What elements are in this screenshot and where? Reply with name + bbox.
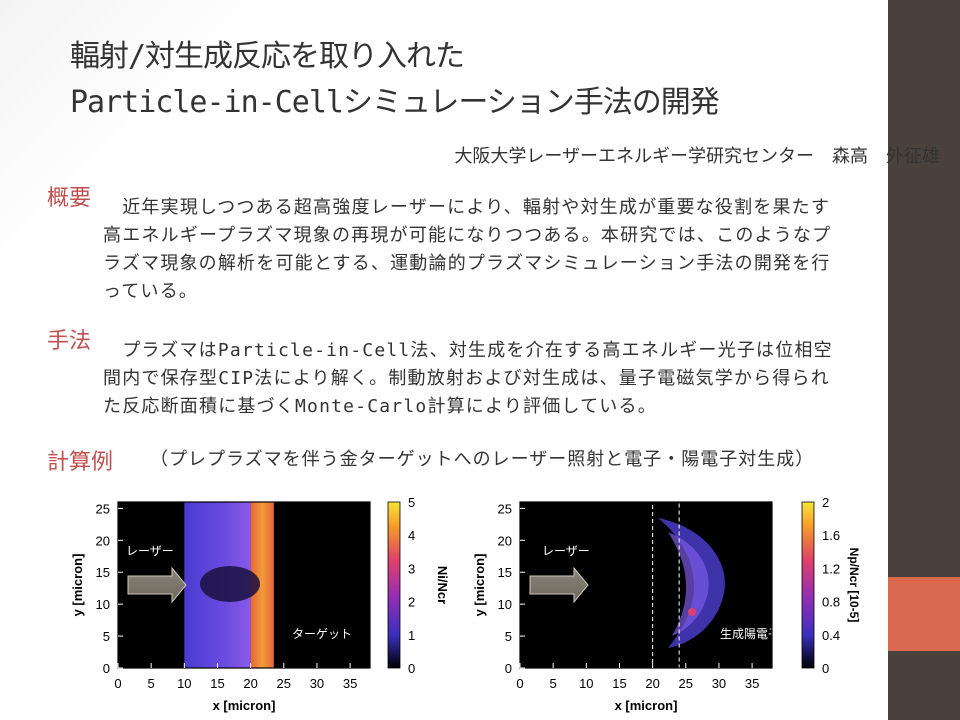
x-tick-labels: 0 5 10 15 20 25 30 35 [114, 663, 357, 691]
example-note: （プレプラズマを伴う金ターゲットへのレーザー照射と電子・陽電子対生成） [150, 449, 815, 470]
colorbar-tick-labels: 0 0.4 0.8 1.2 1.6 2 [822, 495, 840, 676]
colorbar [801, 501, 815, 669]
colorbar-tick-label: 0.8 [822, 595, 840, 610]
author-line: 大阪大学レーザーエネルギー学研究センター 森高 外征雄 [454, 146, 940, 167]
y-tick-label: 25 [498, 501, 512, 516]
colorbar [387, 501, 401, 669]
plot-frame [117, 501, 371, 669]
y-tick-label: 20 [498, 533, 512, 548]
plot-frame [519, 501, 773, 669]
title-line-2: Particle-in-Cellシミュレーション手法の開発 [70, 85, 720, 120]
x-tick-label: 30 [712, 676, 726, 691]
x-tick-label: 0 [516, 676, 523, 691]
target-region [250, 502, 274, 668]
colorbar-tick-label: 0 [822, 661, 829, 676]
x-tick-label: 5 [550, 676, 557, 691]
colorbar-tick-label: 5 [408, 495, 415, 510]
colorbar-tick-label: 0.4 [822, 628, 840, 643]
example-heading: 計算例 [47, 450, 114, 475]
laser-arrow [529, 566, 589, 604]
x-tick-label: 25 [277, 676, 291, 691]
y-tick-label: 15 [498, 565, 512, 580]
colorbar-label: Np/Ncr [10-5] [847, 548, 861, 623]
colorbar-tick-label: 2 [408, 595, 415, 610]
colorbar-tick-label: 1.6 [822, 528, 840, 543]
y-tick-label: 5 [505, 629, 512, 644]
x-tick-label: 10 [579, 676, 593, 691]
y-axis-label: y [micron] [472, 554, 487, 617]
y-tick-label: 15 [96, 565, 110, 580]
laser-interaction-zone [200, 566, 260, 602]
positron-shell [658, 518, 725, 648]
x-tick-label: 20 [645, 676, 659, 691]
sidebar-accent-block [888, 577, 960, 651]
target-label: ターゲット [292, 627, 352, 641]
laser-label: レーザー [126, 544, 174, 558]
x-tick-label: 30 [310, 676, 324, 691]
positron-hotspot [688, 608, 696, 616]
colorbar-label: Ni/Ncr [435, 566, 450, 604]
x-tick-label: 15 [210, 676, 224, 691]
y-tick-label: 25 [96, 501, 110, 516]
y-tick-label: 20 [96, 533, 110, 548]
y-tick-labels: 0 5 10 15 20 25 [96, 501, 123, 676]
y-tick-label: 10 [498, 597, 512, 612]
x-tick-label: 35 [343, 676, 357, 691]
colorbar-tick-label: 3 [408, 561, 415, 576]
x-tick-label: 35 [745, 676, 759, 691]
positron-shell-inner [668, 532, 709, 636]
x-tick-label: 20 [243, 676, 257, 691]
title-line-1: 輻射/対生成反応を取り入れた [70, 39, 465, 74]
overview-heading: 概要 [47, 186, 92, 211]
colorbar-tick-label: 4 [408, 528, 415, 543]
colorbar-tick-label: 1 [408, 628, 415, 643]
laser-arrow [127, 566, 187, 604]
x-tick-label: 25 [679, 676, 693, 691]
x-axis-label: x [micron] [615, 698, 678, 713]
y-tick-label: 10 [96, 597, 110, 612]
x-tick-label: 15 [612, 676, 626, 691]
x-axis-label: x [micron] [213, 698, 276, 713]
overview-text: 近年実現しつつある超高強度レーザーにより、輻射や対生成が重要な役割を果たす高エネ… [103, 197, 832, 302]
y-tick-label: 0 [505, 661, 512, 676]
colorbar-tick-label: 2 [822, 495, 829, 510]
colorbar-tick-labels: 0 1 2 3 4 5 [408, 495, 415, 676]
y-axis-label: y [micron] [70, 554, 85, 617]
x-tick-label: 10 [177, 676, 191, 691]
method-text: プラズマはParticle-in-Cell法、対生成を介在する高エネルギー光子は… [103, 340, 833, 417]
x-tick-labels: 0 5 10 15 20 25 30 35 [516, 663, 759, 691]
colorbar-tick-label: 1.2 [822, 561, 840, 576]
slide-title: 輻射/対生成反応を取り入れた Particle-in-Cellシミュレーション手… [70, 34, 720, 126]
positron-label: 生成陽電子 [720, 627, 780, 641]
x-tick-label: 0 [114, 676, 121, 691]
y-tick-label: 0 [103, 661, 110, 676]
y-tick-label: 5 [103, 629, 110, 644]
laser-label: レーザー [542, 544, 590, 558]
y-tick-labels: 0 5 10 15 20 25 [498, 501, 525, 676]
method-heading: 手法 [47, 329, 92, 354]
colorbar-tick-label: 0 [408, 661, 415, 676]
x-tick-label: 5 [148, 676, 155, 691]
